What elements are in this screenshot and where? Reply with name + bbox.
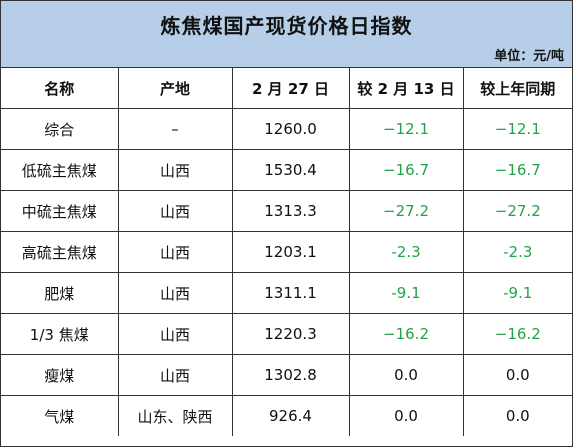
cell-price: 1311.1 xyxy=(231,272,350,314)
cell-vs-feb13: −12.1 xyxy=(348,108,464,150)
table-row: 肥煤 山西 1311.1 -9.1 -9.1 xyxy=(1,272,572,314)
cell-origin: 山西 xyxy=(117,231,233,273)
cell-vs-last-year: −16.2 xyxy=(462,313,572,355)
column-header-row: 名称 产地 2 月 27 日 较 2 月 13 日 较上年同期 xyxy=(1,68,572,109)
cell-vs-last-year: 0.0 xyxy=(462,395,572,436)
column-header-vs-last-year: 较上年同期 xyxy=(462,68,572,109)
table-row: 中硫主焦煤 山西 1313.3 −27.2 −27.2 xyxy=(1,190,572,232)
cell-name: 中硫主焦煤 xyxy=(1,190,119,232)
table-row: 气煤 山东、陕西 926.4 0.0 0.0 xyxy=(1,395,572,436)
cell-vs-feb13: -9.1 xyxy=(348,272,464,314)
cell-price: 1220.3 xyxy=(231,313,350,355)
cell-origin: 山西 xyxy=(117,190,233,232)
column-header-name: 名称 xyxy=(1,68,119,109)
cell-vs-feb13: −16.7 xyxy=(348,149,464,191)
cell-price: 1203.1 xyxy=(231,231,350,273)
cell-price: 1313.3 xyxy=(231,190,350,232)
table-row: 高硫主焦煤 山西 1203.1 -2.3 -2.3 xyxy=(1,231,572,273)
cell-price: 926.4 xyxy=(231,395,350,436)
cell-vs-last-year: -9.1 xyxy=(462,272,572,314)
table-row: 1/3 焦煤 山西 1220.3 −16.2 −16.2 xyxy=(1,313,572,355)
column-header-origin: 产地 xyxy=(117,68,233,109)
price-table: 名称 产地 2 月 27 日 较 2 月 13 日 较上年同期 综合 – 126… xyxy=(1,68,572,436)
cell-vs-feb13: 0.0 xyxy=(348,395,464,436)
cell-price: 1260.0 xyxy=(231,108,350,150)
cell-vs-feb13: -2.3 xyxy=(348,231,464,273)
cell-origin: 山西 xyxy=(117,149,233,191)
cell-name: 肥煤 xyxy=(1,272,119,314)
table-row: 低硫主焦煤 山西 1530.4 −16.7 −16.7 xyxy=(1,149,572,191)
cell-name: 低硫主焦煤 xyxy=(1,149,119,191)
table-row: 瘦煤 山西 1302.8 0.0 0.0 xyxy=(1,354,572,396)
cell-name: 瘦煤 xyxy=(1,354,119,396)
cell-origin: 山西 xyxy=(117,354,233,396)
cell-vs-last-year: 0.0 xyxy=(462,354,572,396)
cell-origin: 山东、陕西 xyxy=(117,395,233,436)
cell-vs-last-year: −12.1 xyxy=(462,108,572,150)
cell-name: 综合 xyxy=(1,108,119,150)
cell-vs-feb13: 0.0 xyxy=(348,354,464,396)
cell-vs-last-year: -2.3 xyxy=(462,231,572,273)
cell-name: 气煤 xyxy=(1,395,119,436)
cell-vs-last-year: −16.7 xyxy=(462,149,572,191)
cell-origin: 山西 xyxy=(117,313,233,355)
cell-origin: 山西 xyxy=(117,272,233,314)
cell-price: 1530.4 xyxy=(231,149,350,191)
table-header-band: 炼焦煤国产现货价格日指数 单位：元/吨 xyxy=(1,1,572,68)
cell-origin: – xyxy=(117,108,233,150)
unit-label: 单位：元/吨 xyxy=(494,49,564,64)
cell-name: 1/3 焦煤 xyxy=(1,313,119,355)
cell-name: 高硫主焦煤 xyxy=(1,231,119,273)
table-row: 综合 – 1260.0 −12.1 −12.1 xyxy=(1,108,572,150)
column-header-vs-feb13: 较 2 月 13 日 xyxy=(348,68,464,109)
cell-vs-feb13: −27.2 xyxy=(348,190,464,232)
cell-vs-feb13: −16.2 xyxy=(348,313,464,355)
column-header-price: 2 月 27 日 xyxy=(231,68,350,109)
cell-price: 1302.8 xyxy=(231,354,350,396)
cell-vs-last-year: −27.2 xyxy=(462,190,572,232)
page-title: 炼焦煤国产现货价格日指数 xyxy=(160,14,413,38)
